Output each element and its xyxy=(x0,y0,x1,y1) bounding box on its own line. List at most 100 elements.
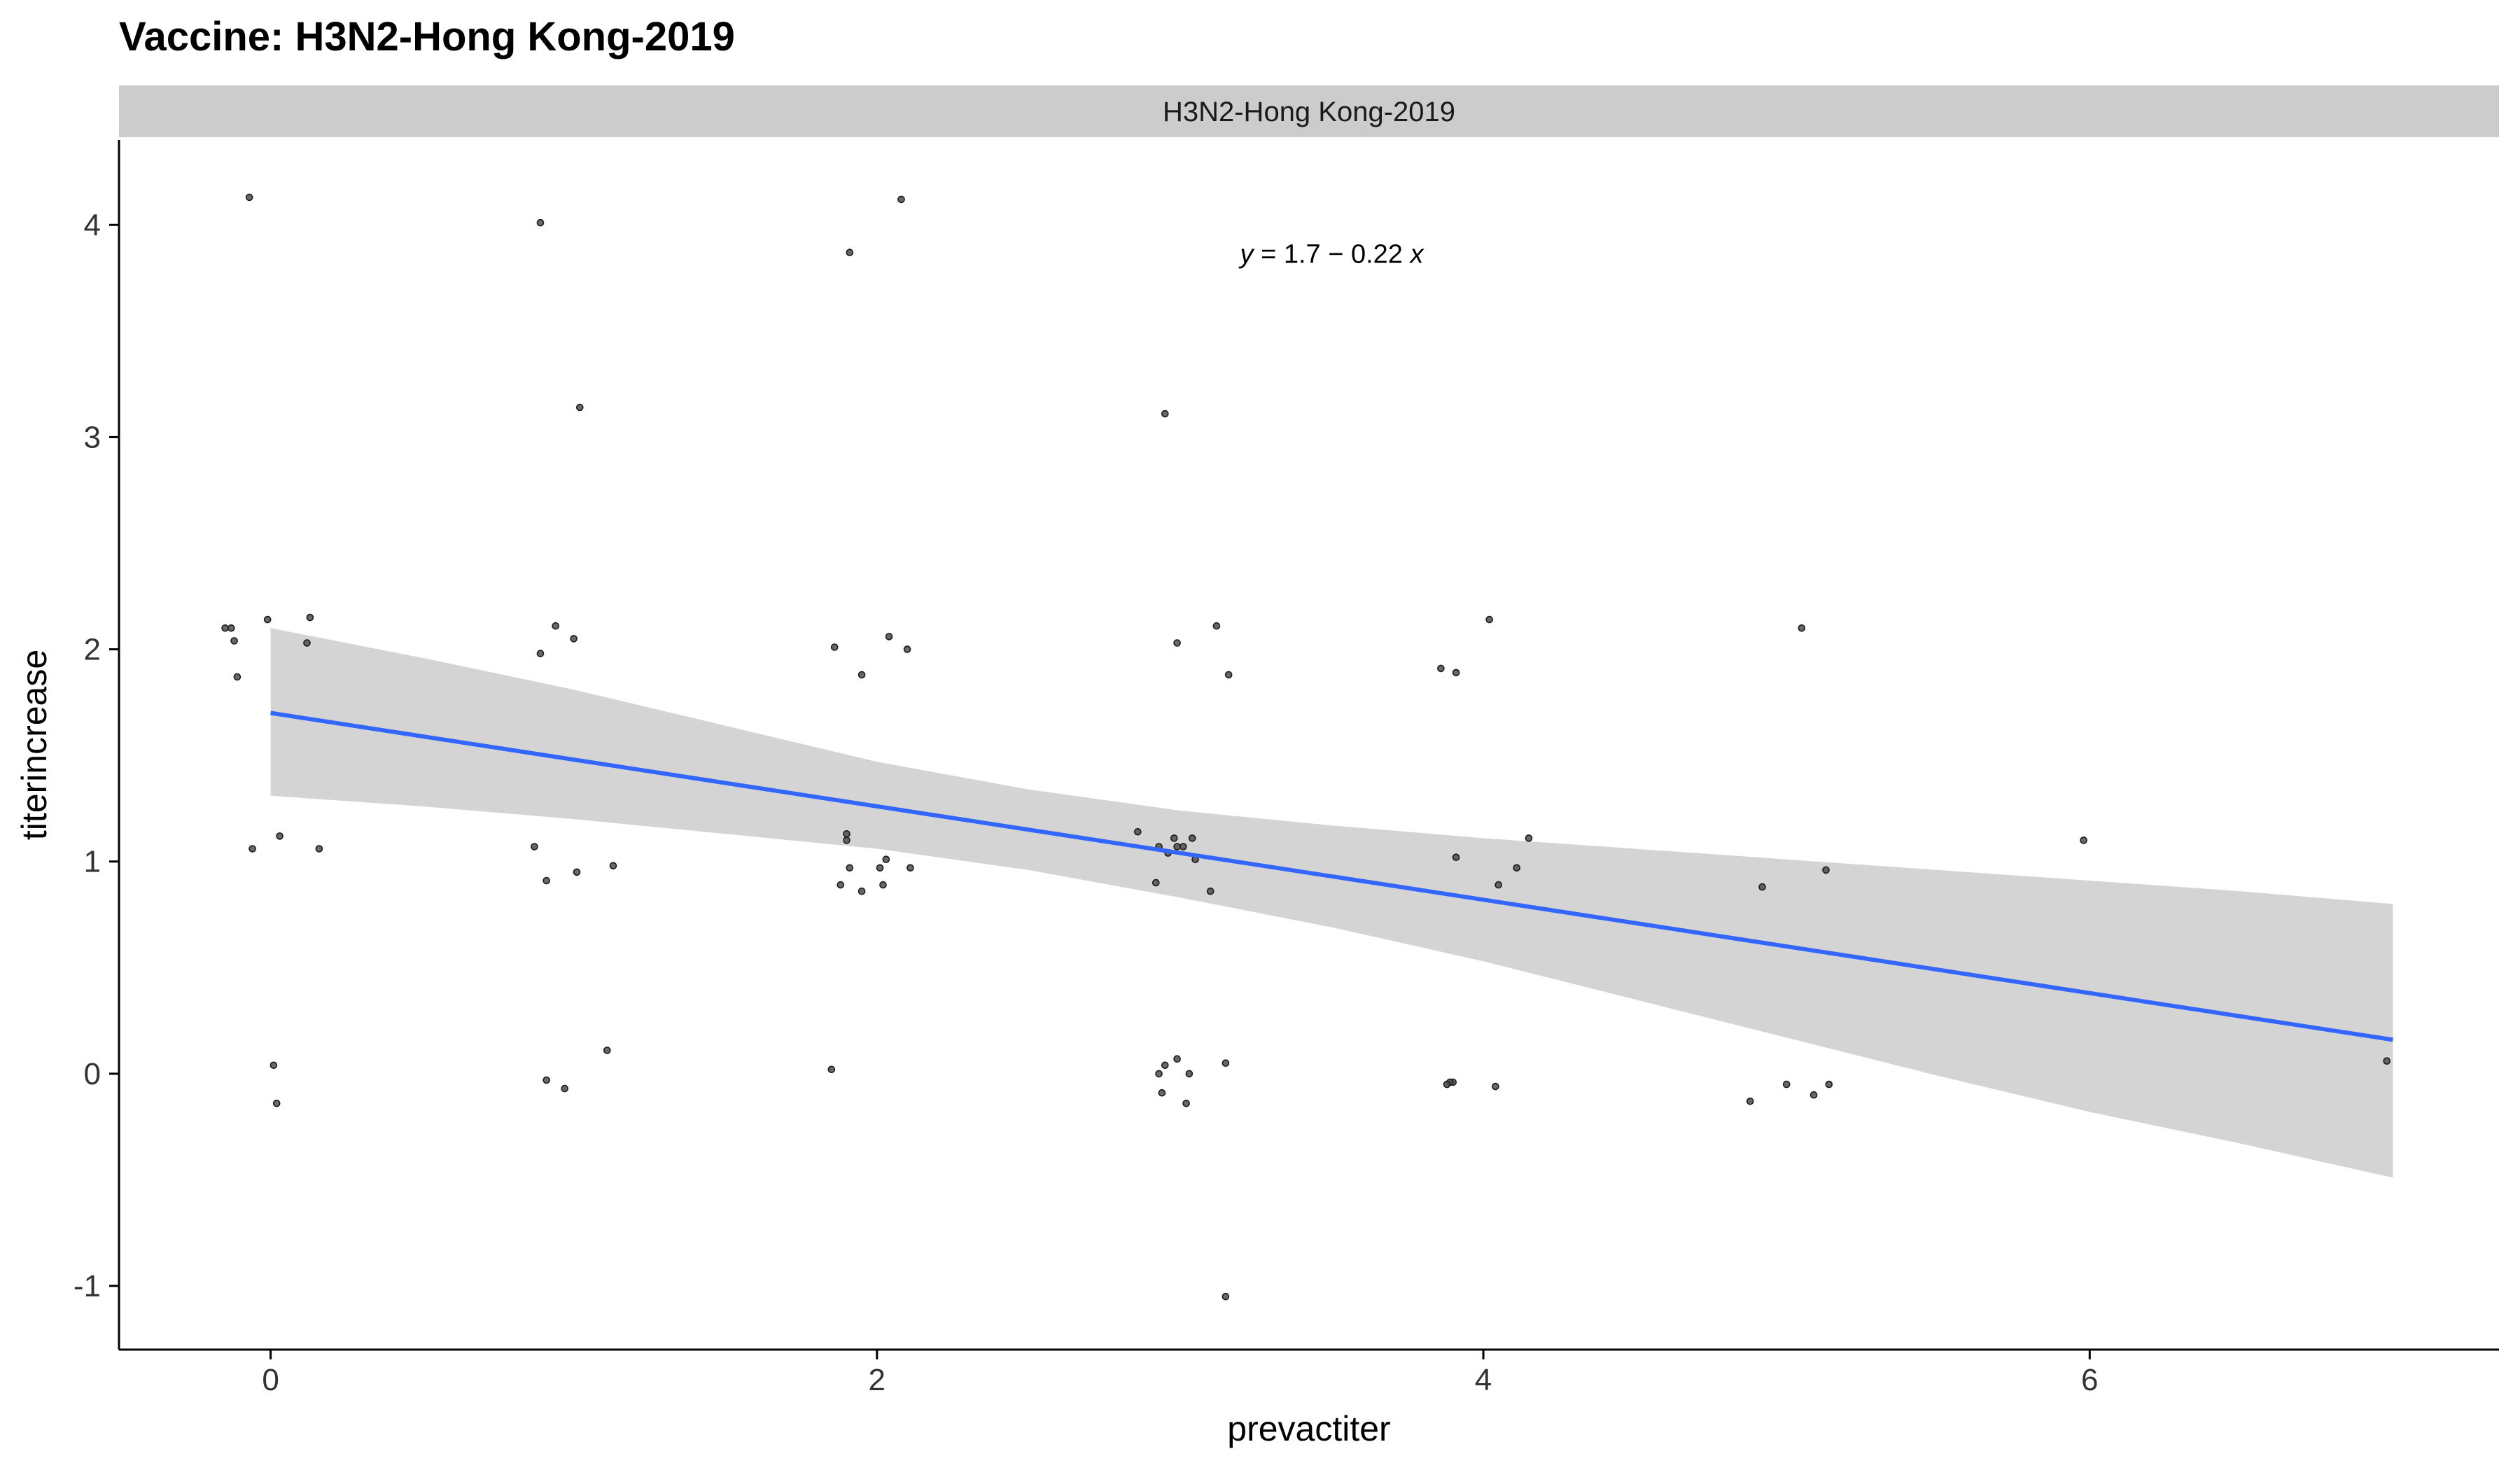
x-tick-label: 2 xyxy=(869,1363,886,1397)
data-point xyxy=(536,650,545,657)
data-point xyxy=(830,643,839,651)
data-point xyxy=(882,855,890,863)
data-point xyxy=(1224,671,1233,679)
data-point xyxy=(1185,1070,1194,1078)
data-point xyxy=(876,864,884,872)
data-point xyxy=(306,613,314,622)
data-point xyxy=(1155,1070,1163,1078)
data-point xyxy=(843,836,850,844)
equation-body: = 1.7 − 0.22 xyxy=(1254,240,1410,270)
facet-strip-label: H3N2-Hong Kong-2019 xyxy=(1163,97,1455,127)
data-point xyxy=(1798,624,1806,632)
data-point xyxy=(1525,834,1533,842)
data-point xyxy=(303,639,311,647)
data-point xyxy=(1222,1059,1230,1067)
data-point xyxy=(836,881,845,889)
data-point xyxy=(1173,639,1181,647)
data-point xyxy=(1206,887,1214,895)
data-point xyxy=(846,248,854,257)
data-point xyxy=(561,1084,569,1093)
data-point xyxy=(570,635,578,643)
data-point xyxy=(1825,1080,1833,1088)
data-point xyxy=(245,193,253,202)
data-point xyxy=(1494,881,1502,889)
data-point xyxy=(827,1065,836,1074)
data-point xyxy=(1170,834,1178,842)
y-tick-label: -1 xyxy=(74,1269,101,1303)
data-point xyxy=(1158,1088,1166,1097)
data-point xyxy=(263,615,272,624)
data-point xyxy=(1485,615,1493,624)
data-point xyxy=(1212,622,1221,630)
data-point xyxy=(1452,853,1460,861)
y-tick-label: 4 xyxy=(84,208,101,242)
data-point xyxy=(1134,828,1142,836)
confidence-band xyxy=(270,628,2393,1178)
data-point xyxy=(609,862,617,870)
y-tick-label: 0 xyxy=(84,1057,101,1091)
data-point xyxy=(858,671,866,679)
data-point xyxy=(1492,1082,1499,1091)
x-tick-label: 6 xyxy=(2081,1363,2098,1397)
data-point xyxy=(1809,1091,1818,1099)
data-point xyxy=(227,624,235,632)
data-point xyxy=(575,403,584,412)
data-point xyxy=(270,1061,278,1070)
data-point xyxy=(1758,883,1766,891)
data-point xyxy=(1782,1080,1791,1088)
y-axis-title: titerincrease xyxy=(15,650,54,840)
data-point xyxy=(1822,866,1830,874)
data-point xyxy=(879,881,887,889)
confidence-band-layer xyxy=(270,628,2393,1178)
regression-line-layer xyxy=(270,710,2393,1042)
data-point xyxy=(1443,1080,1451,1088)
x-tick-label: 0 xyxy=(262,1363,279,1397)
y-tick-label: 3 xyxy=(84,420,101,454)
data-point xyxy=(248,845,256,853)
x-tick-label: 4 xyxy=(1475,1363,1492,1397)
data-point xyxy=(536,218,545,227)
data-point xyxy=(1173,843,1181,850)
data-point xyxy=(1182,1100,1190,1107)
data-point xyxy=(552,622,560,630)
data-point xyxy=(573,868,581,876)
data-point xyxy=(2080,836,2087,844)
x-axis-title: prevactiter xyxy=(1227,1409,1390,1448)
x-axis-ticks: 0 2 4 6 xyxy=(262,1350,2099,1397)
equation-y-variable: y xyxy=(1238,240,1255,270)
data-point xyxy=(1437,664,1445,673)
data-point xyxy=(531,843,538,850)
y-axis-ticks: -1 0 1 2 3 4 xyxy=(74,208,119,1303)
data-point xyxy=(885,633,893,640)
data-point xyxy=(843,830,850,838)
data-point xyxy=(542,1076,551,1084)
facet-strip xyxy=(119,85,2499,137)
data-point xyxy=(846,864,854,872)
regression-equation: y = 1.7 − 0.22 x xyxy=(1238,240,1425,270)
data-point xyxy=(1188,834,1196,842)
data-point xyxy=(1161,410,1169,418)
data-point xyxy=(276,832,284,840)
data-point xyxy=(858,887,866,895)
chart-title: Vaccine: H3N2-Hong Kong-2019 xyxy=(119,14,735,59)
data-point xyxy=(1513,864,1520,872)
equation-x-variable: x xyxy=(1408,240,1424,270)
data-point xyxy=(1152,878,1160,887)
data-point xyxy=(315,845,323,853)
data-point xyxy=(1180,843,1187,850)
data-point xyxy=(221,624,229,632)
data-point xyxy=(897,195,905,204)
data-point xyxy=(903,645,911,653)
data-point xyxy=(1222,1292,1230,1301)
data-point xyxy=(542,876,551,885)
data-point xyxy=(1746,1098,1754,1105)
data-point xyxy=(233,673,241,681)
data-point xyxy=(1452,668,1460,677)
data-point xyxy=(1161,1061,1169,1070)
data-point xyxy=(2383,1057,2390,1065)
data-point xyxy=(1173,1055,1181,1063)
y-tick-label: 2 xyxy=(84,633,101,667)
data-point xyxy=(272,1100,281,1107)
data-point xyxy=(603,1046,611,1054)
